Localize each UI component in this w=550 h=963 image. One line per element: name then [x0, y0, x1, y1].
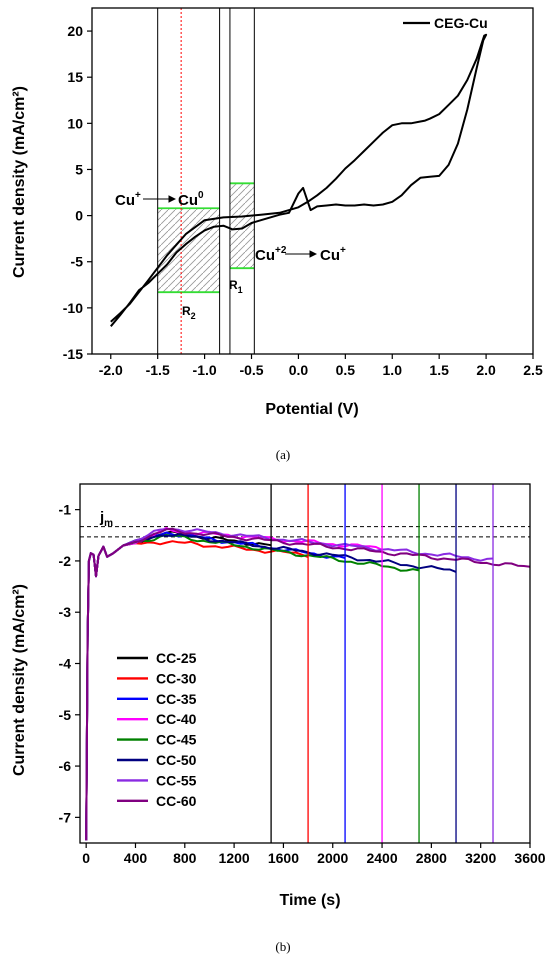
x-tick-label-b: 400: [124, 850, 148, 866]
x-tick-label-b: 1200: [219, 850, 250, 866]
x-tick-label: 0.0: [289, 362, 309, 378]
legend-label-cc-45: CC-45: [156, 732, 197, 748]
x-tick-label-b: 3200: [465, 850, 496, 866]
x-tick-label: 0.5: [336, 362, 356, 378]
y-tick-label-b: -6: [59, 758, 72, 774]
y-ticks-b: -1 -2 -3 -4 -5 -6 -7: [59, 502, 80, 825]
x-tick-label: 2.0: [476, 362, 496, 378]
caption-a: (a): [276, 447, 290, 462]
y-tick-label: -15: [63, 346, 83, 362]
reaction-left-from-sup: +: [135, 190, 141, 201]
x-ticks: -2.0 -1.5 -1.0 -0.5 0.0 0.5 1.0 1.5 2.0 2.5: [99, 354, 543, 378]
x-tick-label: -1.5: [146, 362, 170, 378]
legend-label-ceg-cu: CEG-Cu: [434, 15, 488, 31]
reaction-right-to-sup: +: [340, 245, 346, 256]
reaction-right-from-sup: +2: [275, 245, 287, 256]
legend-label-cc-35: CC-35: [156, 691, 197, 707]
reaction-left-to-sup: 0: [198, 190, 204, 201]
y-tick-label: 10: [67, 115, 83, 131]
x-tick-label-b: 3600: [514, 850, 545, 866]
x-ticks-b: 0 400 800 1200 1600 2000 2400 2800 3200 3600: [82, 843, 546, 866]
y-tick-label: -5: [71, 254, 84, 270]
x-tick-label-b: 2400: [366, 850, 397, 866]
y-tick-label-b: -1: [59, 502, 72, 518]
y-tick-label-b: -7: [59, 809, 72, 825]
series-line-1: [110, 33, 488, 327]
y-tick-label-b: -3: [59, 604, 72, 620]
series-line-cc-35: [85, 531, 346, 841]
reaction-cu0: Cu0: [178, 190, 204, 209]
legend-label-cc-50: CC-50: [156, 752, 197, 768]
reaction-cu2-to-cu1: Cu+2: [255, 245, 287, 264]
jm-label: jm: [99, 509, 113, 529]
y-ticks: 20 15 10 5 0 -5 -10 -15: [63, 23, 92, 362]
reaction-cu1: Cu+: [320, 245, 346, 264]
cc-curves: [85, 527, 531, 841]
y-tick-label: 5: [75, 161, 83, 177]
legend-label-cc-60: CC-60: [156, 793, 197, 809]
cv-curve: [110, 33, 488, 327]
series-line-cc-55: [85, 528, 494, 841]
reaction-left-to: Cu: [178, 192, 198, 209]
y-tick-label: 15: [67, 69, 83, 85]
region-2-letter: R: [182, 304, 191, 318]
x-tick-label-b: 1600: [268, 850, 299, 866]
hatched-regions: [157, 182, 255, 294]
region-label-r1: R1: [229, 278, 243, 295]
series-line-cc-60: [85, 527, 531, 841]
x-tick-label: 1.0: [383, 362, 403, 378]
series-line-cc-40: [85, 527, 383, 841]
legend-label-cc-55: CC-55: [156, 772, 197, 788]
reaction-cu1-to-cu0: Cu+: [115, 190, 141, 209]
reaction-left-from: Cu: [115, 192, 135, 209]
series-line-cc-45: [85, 533, 420, 841]
x-tick-label: 2.5: [523, 362, 543, 378]
cv-chart: -2.0 -1.5 -1.0 -0.5 0.0 0.5 1.0 1.5 2.0 2.5 20151…: [11, 7, 543, 462]
x-tick-label: -1.0: [193, 362, 217, 378]
reaction-right-from: Cu: [255, 247, 275, 264]
x-tick-label-b: 2800: [416, 850, 447, 866]
reaction-right-to: Cu: [320, 247, 340, 264]
region-1-letter: R: [229, 278, 238, 292]
y-tick-label: -10: [63, 300, 83, 316]
y-tick-label: 0: [75, 208, 83, 224]
x-tick-label-b: 800: [173, 850, 197, 866]
hatch-region-1: [157, 208, 220, 293]
jm-letter: j: [99, 509, 104, 526]
y-tick-label-b: -5: [59, 707, 72, 723]
legend-label-cc-30: CC-30: [156, 670, 197, 686]
chronoamperometry-chart: 0 400 800 1200 1600 2000 2400 2800 3200 3600 -1 -2…: [11, 483, 546, 954]
x-tick-label-b: 0: [82, 850, 90, 866]
x-axis-title-b: Time (s): [279, 892, 340, 909]
y-tick-label: 20: [67, 23, 83, 39]
y-tick-label-b: -4: [59, 656, 72, 672]
y-axis-title-b: Current density (mA/cm²): [11, 584, 28, 776]
x-tick-label: -0.5: [239, 362, 263, 378]
vertical-guide-lines: [157, 8, 255, 354]
jm-dashed-lines: [80, 526, 530, 538]
x-tick-label-b: 2000: [317, 850, 348, 866]
region-2-sub: 2: [191, 311, 196, 321]
x-tick-label: -2.0: [99, 362, 123, 378]
x-axis-title: Potential (V): [265, 401, 358, 418]
x-tick-label: 1.5: [429, 362, 449, 378]
hatch-region-2: [229, 183, 255, 269]
y-tick-label-b: -2: [59, 553, 72, 569]
legend-b: CC-25 CC-30 CC-35 CC-40 CC-45 CC-50 CC-55 CC-60: [117, 650, 197, 809]
legend-label-cc-25: CC-25: [156, 650, 197, 666]
region-1-sub: 1: [238, 285, 243, 295]
y-axis-title: Current density (mA/cm²): [11, 86, 28, 278]
plot-frame: [91, 7, 534, 355]
region-label-r2: R2: [182, 304, 196, 321]
legend-label-cc-40: CC-40: [156, 711, 197, 727]
caption-b: (b): [275, 939, 290, 954]
jm-sub: m: [104, 518, 113, 529]
series-line-cc-30: [85, 540, 309, 841]
end-time-lines: [270, 484, 494, 843]
